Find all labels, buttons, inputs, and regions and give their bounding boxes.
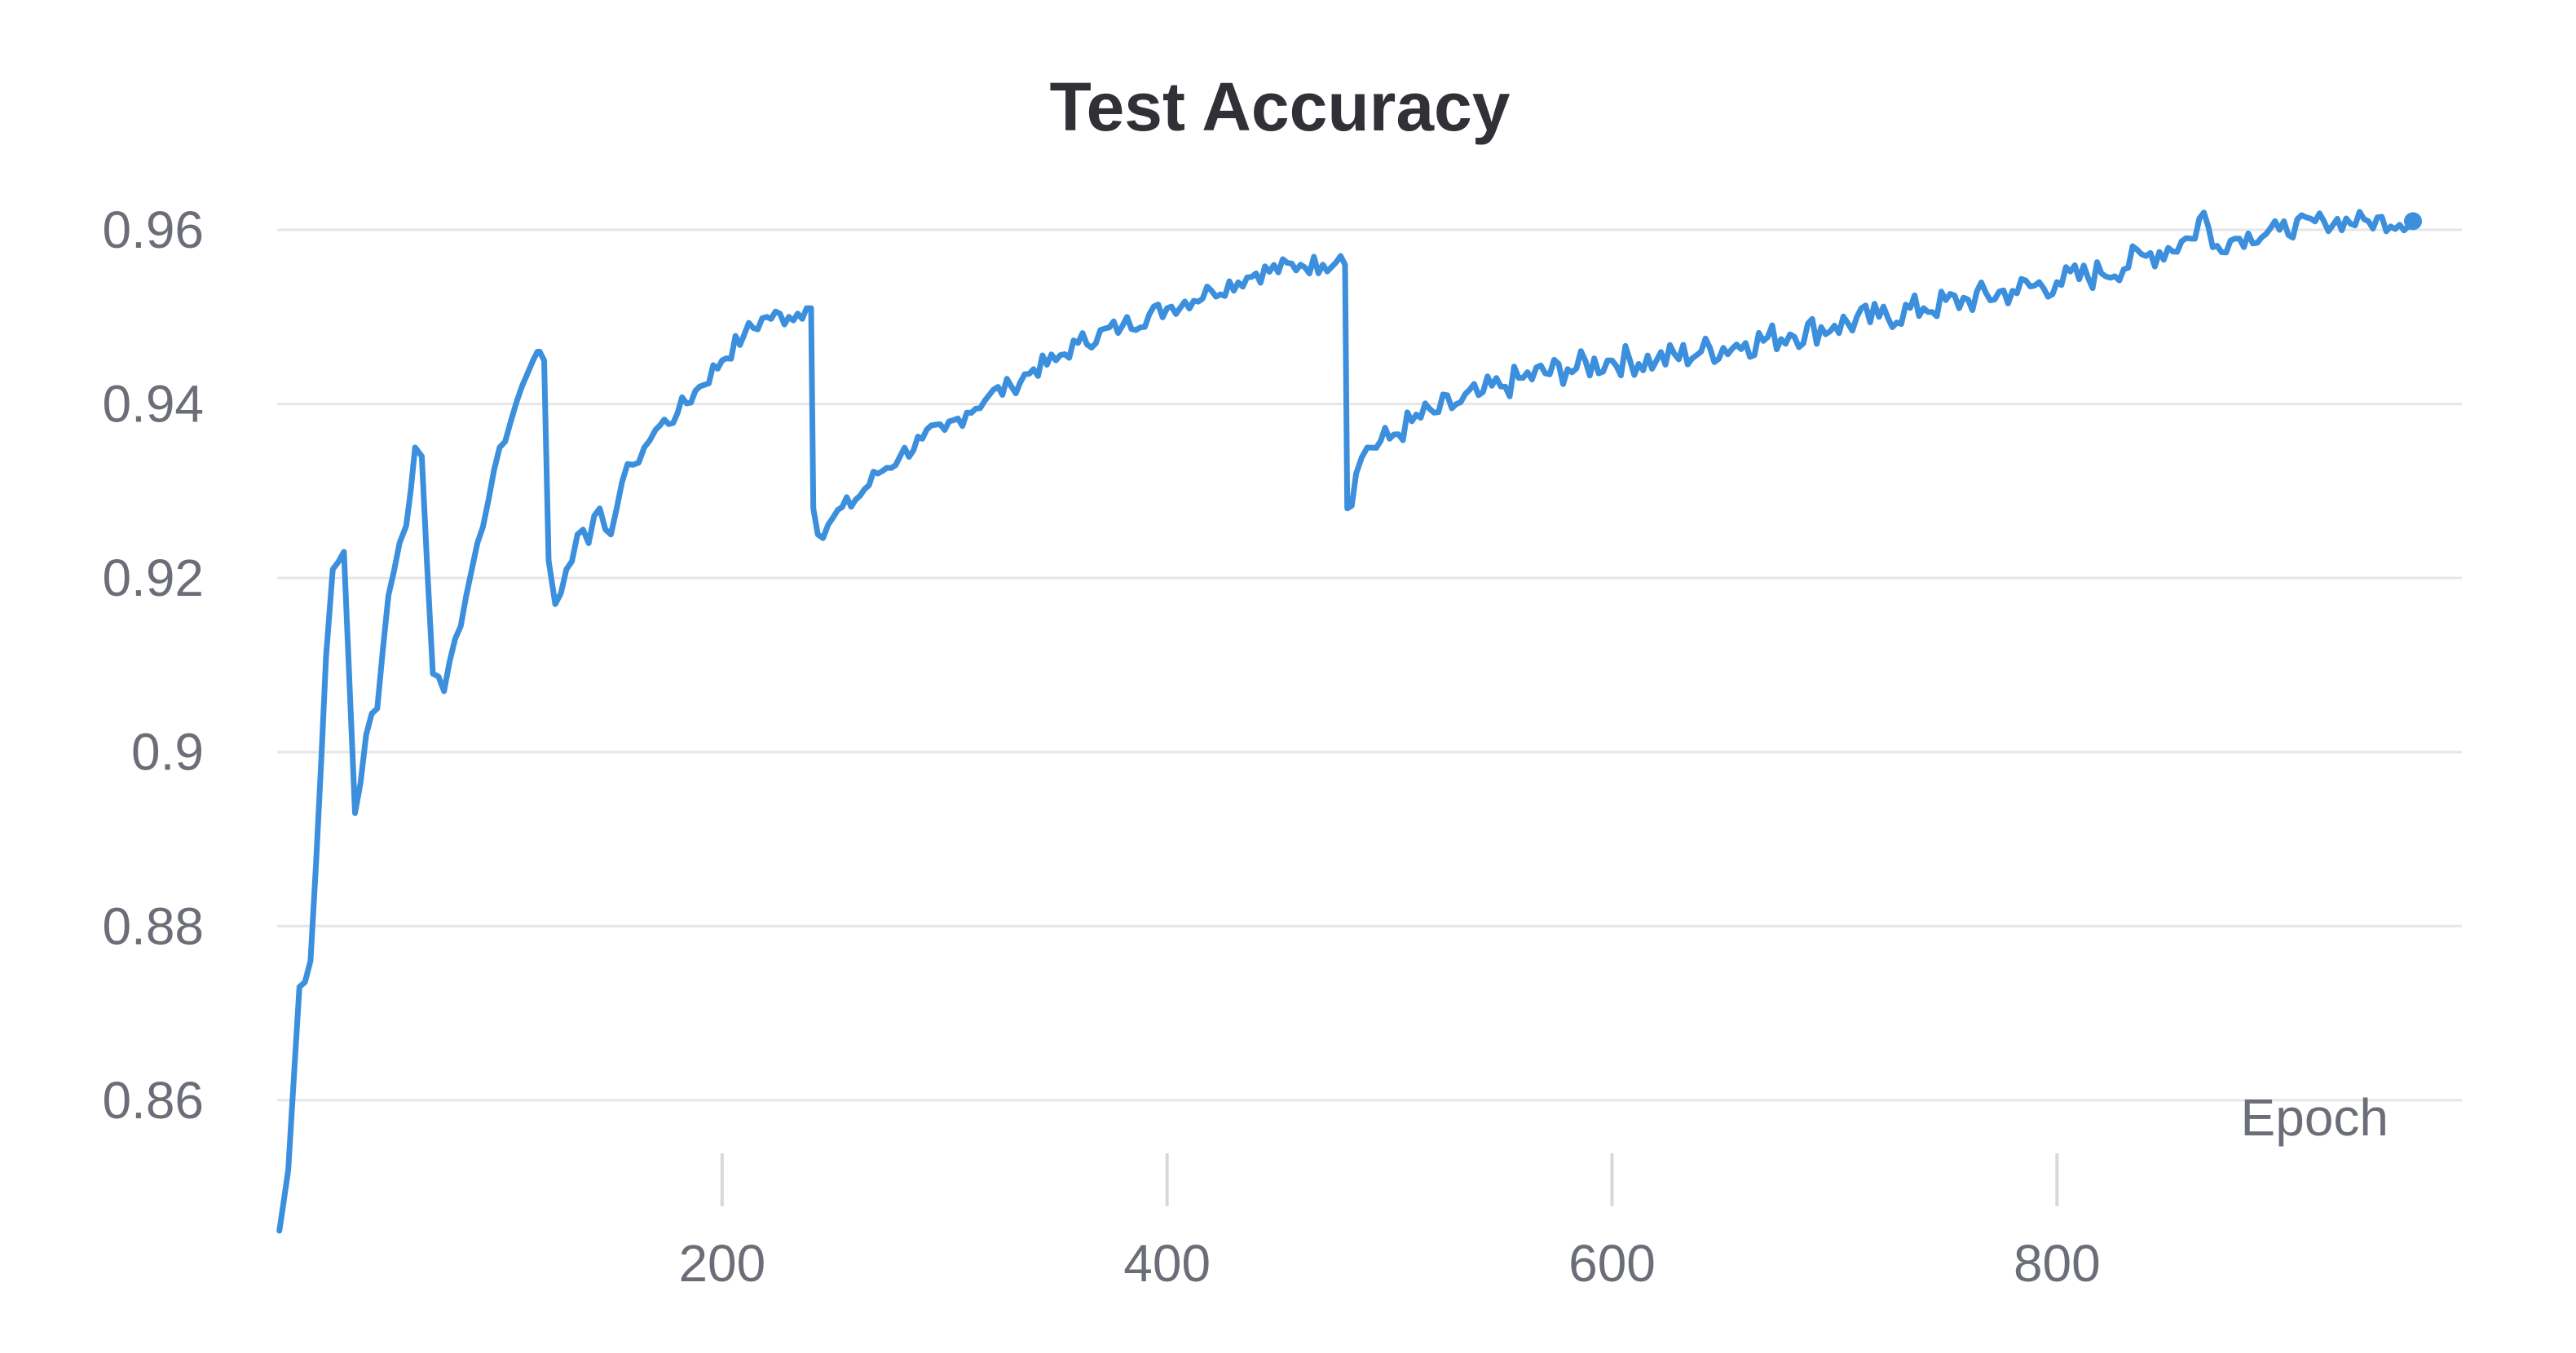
- y-tick-label: 0.9: [131, 723, 204, 782]
- y-tick-label: 0.88: [102, 897, 204, 955]
- last-point-marker: [2404, 212, 2422, 231]
- x-axis-ticks: 200 400 600 800: [678, 1153, 2101, 1293]
- x-tick-label: 200: [678, 1234, 765, 1293]
- x-tick-label: 800: [2014, 1234, 2101, 1293]
- y-tick-label: 0.92: [102, 549, 204, 607]
- y-axis-ticks: 0.86 0.88 0.9 0.92 0.94 0.96: [102, 201, 204, 1130]
- series-group: [276, 209, 2422, 1234]
- x-tick-label: 400: [1123, 1234, 1211, 1293]
- y-tick-label: 0.94: [102, 375, 204, 434]
- y-tick-label: 0.86: [102, 1071, 204, 1130]
- x-axis-label: Epoch: [2241, 1088, 2389, 1147]
- grid-lines: [277, 228, 2462, 1102]
- chart-title: Test Accuracy: [1050, 68, 1511, 145]
- accuracy-line: [276, 209, 2416, 1234]
- x-tick-label: 600: [1568, 1234, 1656, 1293]
- y-tick-label: 0.96: [102, 201, 204, 259]
